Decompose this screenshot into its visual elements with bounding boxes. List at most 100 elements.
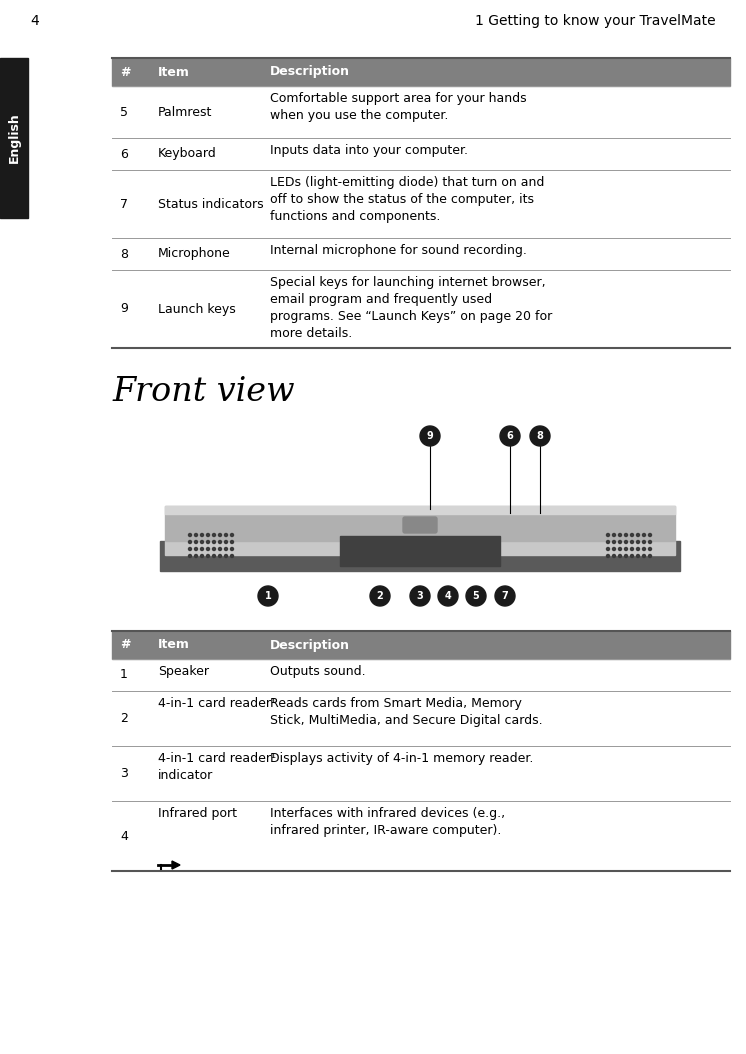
Text: Item: Item xyxy=(158,65,190,78)
Circle shape xyxy=(213,554,216,558)
Text: Comfortable support area for your hands
when you use the computer.: Comfortable support area for your hands … xyxy=(270,92,527,122)
Text: LEDs (light-emitting diode) that turn on and
off to show the status of the compu: LEDs (light-emitting diode) that turn on… xyxy=(270,176,545,223)
Circle shape xyxy=(630,541,633,544)
Circle shape xyxy=(207,541,210,544)
Circle shape xyxy=(207,554,210,558)
Text: 2: 2 xyxy=(377,591,383,601)
Text: English: English xyxy=(7,113,20,163)
Circle shape xyxy=(219,554,222,558)
Bar xyxy=(165,541,675,554)
Text: Special keys for launching internet browser,
email program and frequently used
p: Special keys for launching internet brow… xyxy=(270,276,552,340)
Ellipse shape xyxy=(438,586,458,606)
Circle shape xyxy=(624,554,627,558)
Circle shape xyxy=(201,547,204,550)
Ellipse shape xyxy=(500,426,520,446)
Circle shape xyxy=(201,554,204,558)
Circle shape xyxy=(201,541,204,544)
Circle shape xyxy=(231,554,233,558)
Circle shape xyxy=(219,541,222,544)
Bar xyxy=(165,506,675,514)
Circle shape xyxy=(630,547,633,550)
Circle shape xyxy=(225,533,228,536)
Circle shape xyxy=(213,541,216,544)
Circle shape xyxy=(213,533,216,536)
Circle shape xyxy=(213,547,216,550)
Text: Outputs sound.: Outputs sound. xyxy=(270,665,366,678)
Circle shape xyxy=(636,541,639,544)
Circle shape xyxy=(618,554,621,558)
Bar xyxy=(112,58,730,86)
Text: Microphone: Microphone xyxy=(158,248,231,260)
Circle shape xyxy=(612,541,615,544)
Text: 4: 4 xyxy=(30,14,39,28)
Circle shape xyxy=(642,533,645,536)
Circle shape xyxy=(648,554,651,558)
Circle shape xyxy=(189,533,192,536)
Text: Internal microphone for sound recording.: Internal microphone for sound recording. xyxy=(270,243,527,257)
Circle shape xyxy=(195,533,198,536)
Circle shape xyxy=(642,541,645,544)
Circle shape xyxy=(225,547,228,550)
Text: 4-in-1 card reader¹
indicator: 4-in-1 card reader¹ indicator xyxy=(158,752,276,782)
Circle shape xyxy=(231,533,233,536)
Text: 6: 6 xyxy=(507,431,513,441)
Text: Status indicators: Status indicators xyxy=(158,197,263,211)
Text: Item: Item xyxy=(158,639,190,651)
Circle shape xyxy=(618,547,621,550)
Circle shape xyxy=(606,554,609,558)
Text: Infrared port: Infrared port xyxy=(158,807,237,820)
Ellipse shape xyxy=(258,586,278,606)
Text: Reads cards from Smart Media, Memory
Stick, MultiMedia, and Secure Digital cards: Reads cards from Smart Media, Memory Sti… xyxy=(270,697,542,727)
Circle shape xyxy=(648,541,651,544)
Ellipse shape xyxy=(466,586,486,606)
Text: 8: 8 xyxy=(120,248,128,260)
Text: 8: 8 xyxy=(536,431,543,441)
Circle shape xyxy=(612,554,615,558)
Circle shape xyxy=(636,554,639,558)
Circle shape xyxy=(630,554,633,558)
Circle shape xyxy=(642,547,645,550)
Circle shape xyxy=(189,547,192,550)
Circle shape xyxy=(606,533,609,536)
Circle shape xyxy=(189,554,192,558)
Text: Interfaces with infrared devices (e.g.,
infrared printer, IR-aware computer).: Interfaces with infrared devices (e.g., … xyxy=(270,807,505,837)
Text: #: # xyxy=(120,65,131,78)
Text: Front view: Front view xyxy=(112,376,295,408)
Text: Description: Description xyxy=(270,65,350,78)
Text: 9: 9 xyxy=(120,302,128,315)
Circle shape xyxy=(612,547,615,550)
FancyBboxPatch shape xyxy=(403,518,437,533)
Circle shape xyxy=(231,547,233,550)
Text: 9: 9 xyxy=(427,431,433,441)
Circle shape xyxy=(189,541,192,544)
Circle shape xyxy=(642,554,645,558)
Circle shape xyxy=(606,547,609,550)
Text: #: # xyxy=(120,639,131,651)
Circle shape xyxy=(618,533,621,536)
Text: 6: 6 xyxy=(120,148,128,160)
Ellipse shape xyxy=(410,586,430,606)
Text: Keyboard: Keyboard xyxy=(158,148,217,160)
Text: 7: 7 xyxy=(120,197,128,211)
Text: Launch keys: Launch keys xyxy=(158,302,236,315)
Circle shape xyxy=(219,547,222,550)
Circle shape xyxy=(201,533,204,536)
Circle shape xyxy=(624,541,627,544)
Circle shape xyxy=(624,533,627,536)
Text: 4-in-1 card reader¹: 4-in-1 card reader¹ xyxy=(158,697,276,710)
Circle shape xyxy=(195,541,198,544)
Circle shape xyxy=(606,541,609,544)
Bar xyxy=(165,506,675,541)
Text: Inputs data into your computer.: Inputs data into your computer. xyxy=(270,144,468,157)
Text: 3: 3 xyxy=(416,591,424,601)
Text: 7: 7 xyxy=(501,591,508,601)
Text: 3: 3 xyxy=(120,767,128,780)
Text: 1 Getting to know your TravelMate: 1 Getting to know your TravelMate xyxy=(475,14,716,28)
Text: 1: 1 xyxy=(120,668,128,682)
Circle shape xyxy=(195,547,198,550)
Text: 2: 2 xyxy=(120,713,128,725)
Circle shape xyxy=(630,533,633,536)
Bar xyxy=(340,536,500,566)
Circle shape xyxy=(219,533,222,536)
Circle shape xyxy=(207,547,210,550)
